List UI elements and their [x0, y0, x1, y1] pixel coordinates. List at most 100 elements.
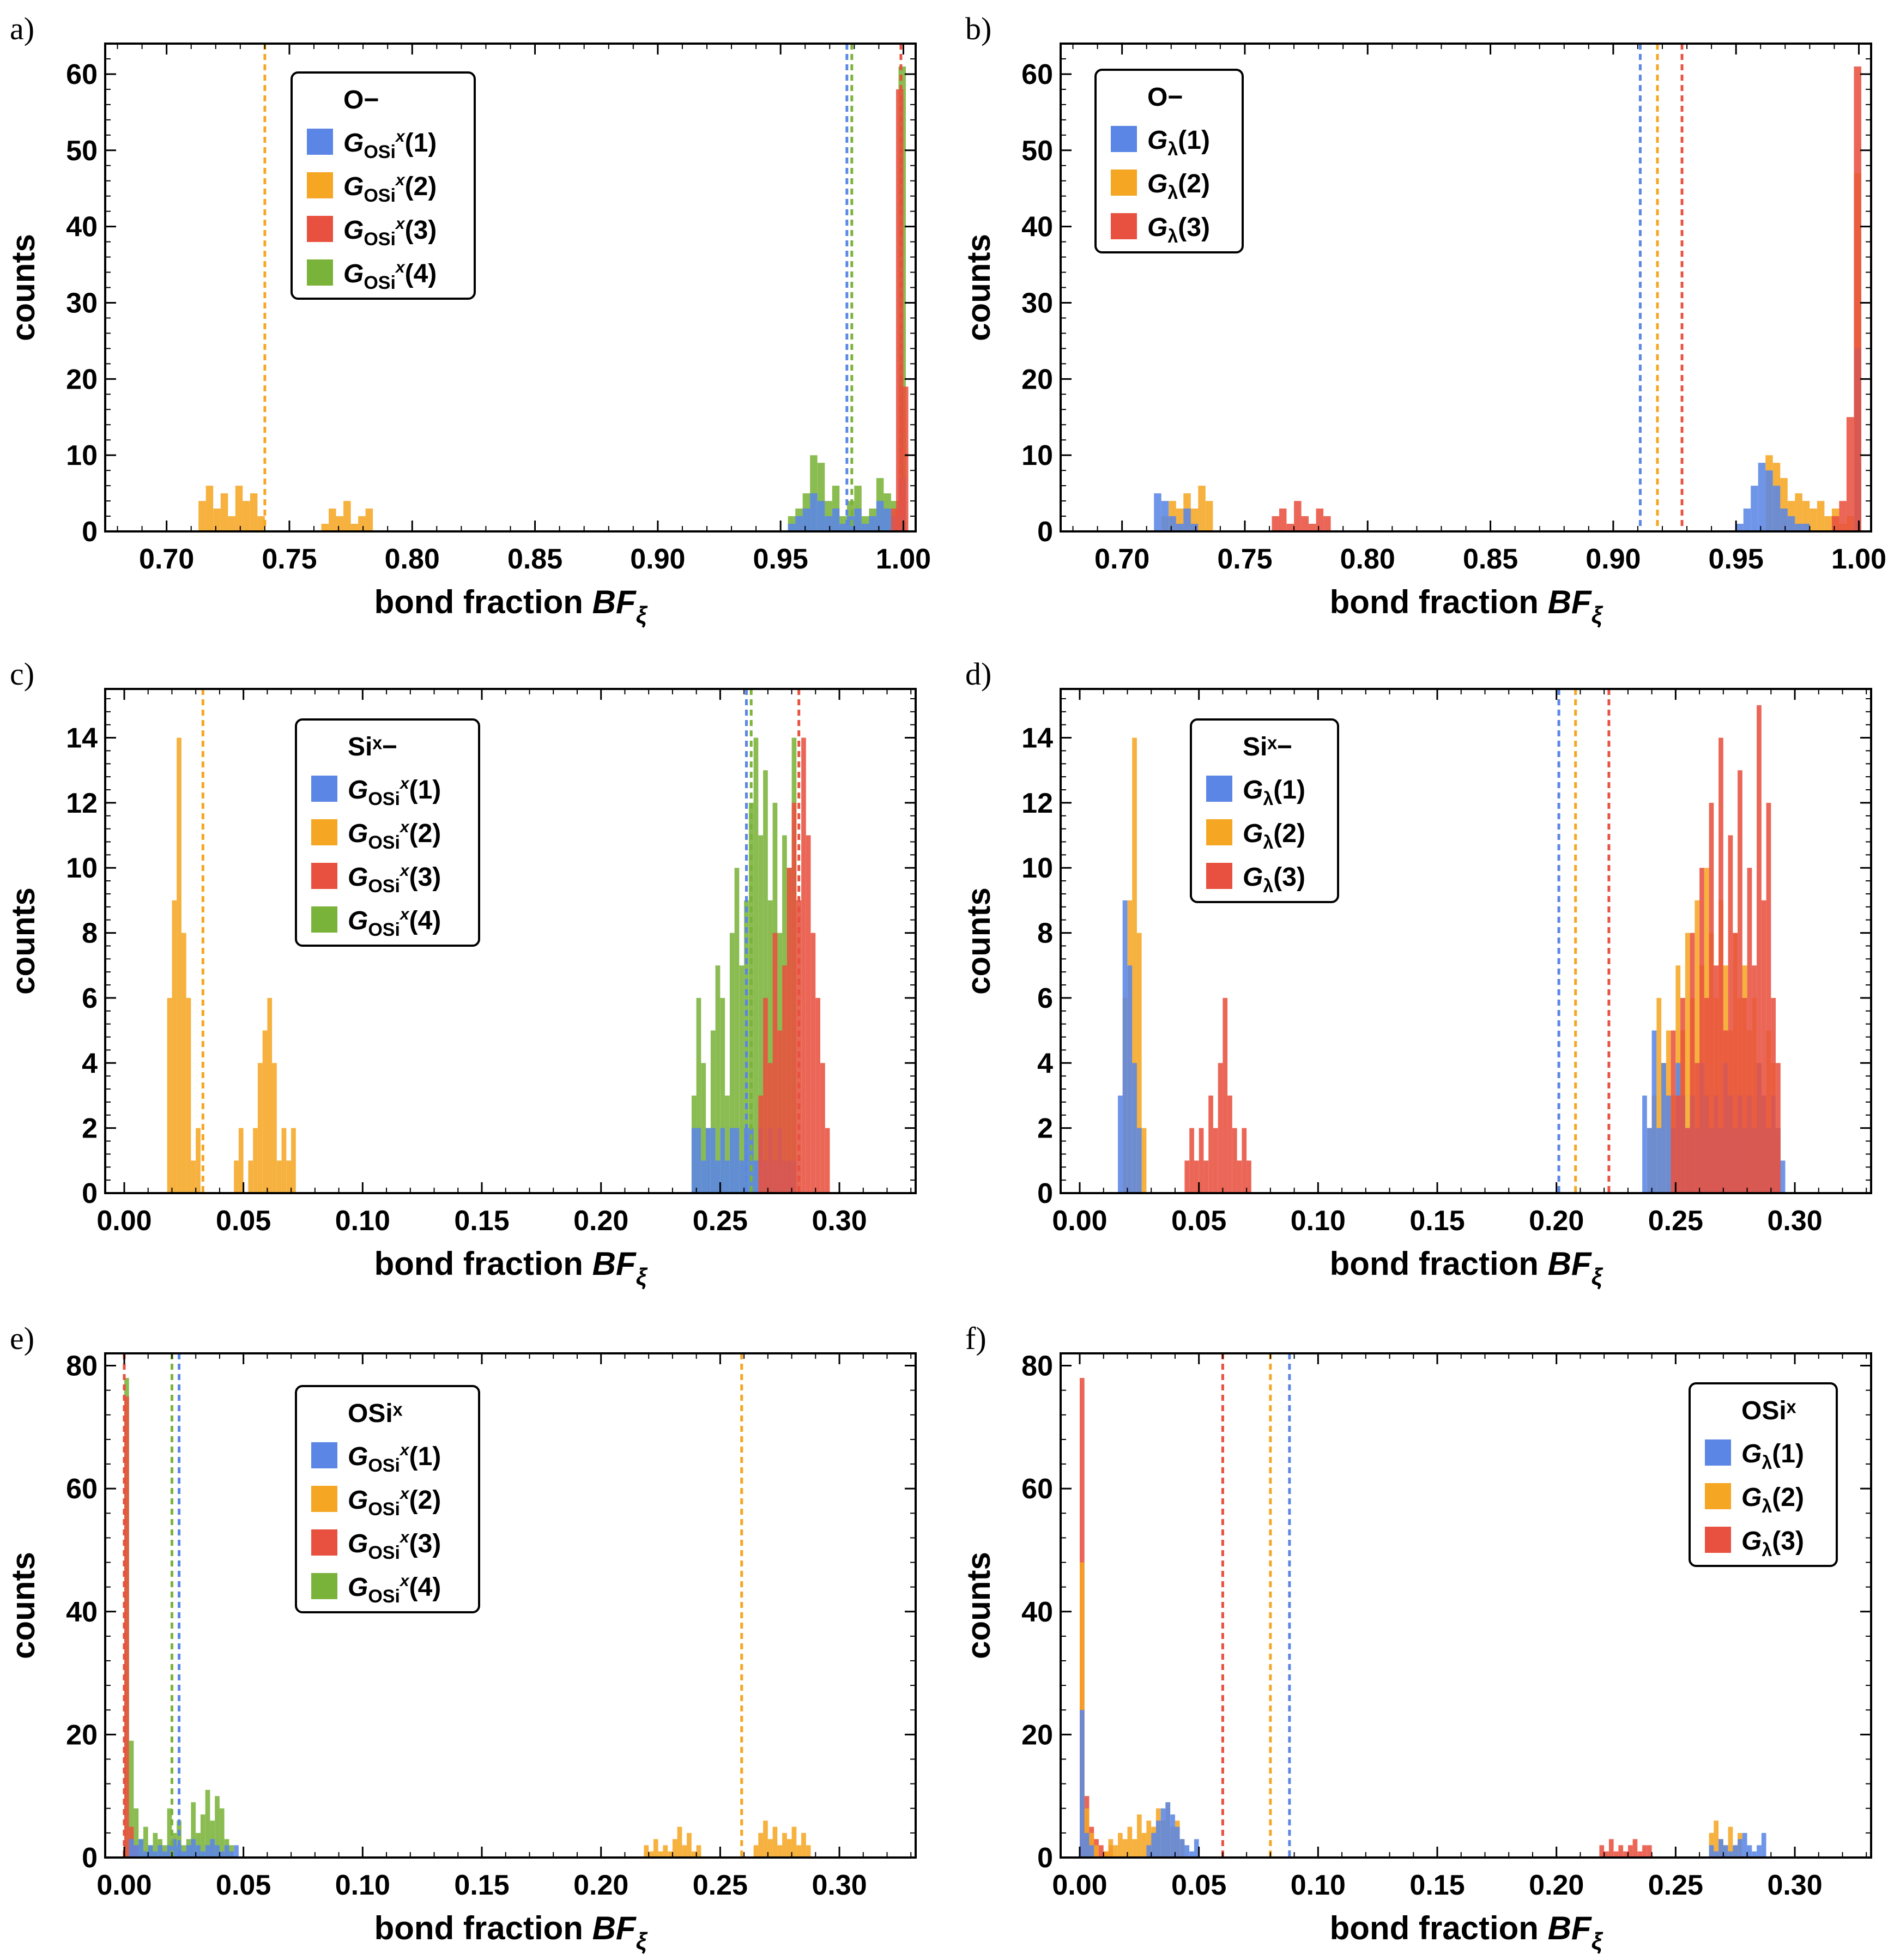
x-tick-label: 0.25: [1648, 1870, 1703, 1901]
histogram-bar-red: [1714, 965, 1718, 1193]
histogram-bar-orange: [777, 1845, 782, 1858]
histogram-bar-orange: [186, 997, 191, 1193]
histogram-bar-red: [1604, 1851, 1609, 1858]
legend-entry-label: GOSix(1): [348, 775, 441, 809]
histogram-bar-red: [1854, 66, 1861, 531]
histogram-bar-red: [1637, 1851, 1643, 1858]
legend-swatch-blue: [311, 1442, 337, 1468]
x-tick-label: 0.30: [1767, 1205, 1822, 1237]
legend-entry-label: GOSix(4): [343, 258, 437, 293]
x-tick-label: 0.05: [1171, 1205, 1226, 1237]
histogram-bar-blue: [215, 1845, 220, 1858]
histogram-bar-red: [1184, 1160, 1190, 1193]
legend-swatch-red: [1705, 1527, 1731, 1553]
histogram-bar-green: [177, 1820, 181, 1858]
histogram-bar-red: [1704, 997, 1709, 1193]
x-tick-label: 0.00: [96, 1205, 152, 1237]
legend-swatch-orange: [1705, 1483, 1731, 1509]
legend-entry-label: GOSix(4): [348, 1572, 441, 1607]
histogram-bar-blue: [802, 509, 810, 531]
x-tick-label: 0.70: [1094, 543, 1149, 575]
histogram-bar-orange: [267, 997, 273, 1193]
histogram-bar-orange: [281, 1128, 287, 1193]
histogram-bar-red: [1675, 1096, 1681, 1193]
histogram-bar-blue: [1165, 1802, 1171, 1858]
histogram-bar-red: [1742, 997, 1747, 1193]
histogram-bar-blue: [1084, 1832, 1090, 1858]
histogram-bar-red: [1685, 1128, 1690, 1193]
x-tick-label: 0.30: [1767, 1870, 1822, 1901]
panel-e: e) 0.00 0.05 0.10 0.15 0.20 0.25 0.30 0 20 40 60 80 b…: [5, 1321, 917, 1955]
histogram-bar-orange: [1094, 1845, 1099, 1858]
y-tick-label: 14: [66, 723, 98, 754]
histogram-bar-blue: [795, 516, 803, 531]
x-tick-label: 0.30: [812, 1870, 867, 1901]
histogram-bar-red: [1208, 1096, 1213, 1193]
histogram-bar-red: [1627, 1845, 1633, 1858]
histogram-bar-blue: [1190, 524, 1199, 531]
histogram-bar-blue: [734, 1128, 740, 1193]
histogram-bar-blue: [1127, 965, 1133, 1193]
y-tick-label: 30: [66, 287, 98, 319]
legend: Siˣ− Gλ(1) Gλ(2) Gλ(3): [1190, 718, 1339, 903]
histogram-bar-red: [1728, 835, 1733, 1193]
legend-entry-label: GOSix(1): [348, 1441, 441, 1476]
histogram-bar-blue: [1787, 516, 1795, 531]
histogram-bar-blue: [158, 1845, 162, 1858]
histogram-bar-orange: [687, 1832, 692, 1858]
y-tick-label: 30: [1021, 287, 1053, 319]
histogram-bar-orange: [668, 1851, 673, 1858]
y-tick-label: 12: [1021, 788, 1053, 819]
histogram-bar-green: [710, 1030, 716, 1193]
histogram-bar-green: [729, 933, 735, 1193]
histogram-bar-blue: [1758, 463, 1766, 531]
histogram-bar-orange: [286, 1160, 292, 1193]
x-tick-label: 0.85: [1463, 543, 1518, 575]
x-tick-label: 0.05: [216, 1205, 271, 1237]
histogram-bar-orange: [350, 524, 359, 531]
histogram-bar-red: [825, 1128, 830, 1193]
histogram-bar-blue: [1709, 1845, 1714, 1858]
histogram-bar-red: [1757, 705, 1762, 1193]
histogram-bar-red: [1599, 1845, 1605, 1858]
histogram-bar-red: [1242, 1128, 1247, 1193]
histogram-bar-orange: [262, 1030, 268, 1193]
histogram-bar-red: [1718, 737, 1723, 1193]
histogram-bar-blue: [1661, 1063, 1666, 1193]
legend-entry-label: GOSix(4): [348, 905, 441, 940]
histogram-bar-blue: [1122, 900, 1128, 1193]
histogram-bar-blue: [1184, 1845, 1190, 1858]
y-tick-label: 10: [1021, 852, 1053, 884]
histogram-bar-blue: [1761, 1832, 1766, 1858]
panel-label: f): [965, 1321, 987, 1356]
histogram-bar-blue: [1656, 1128, 1662, 1193]
y-tick-label: 0: [1037, 1178, 1053, 1209]
legend-swatch-blue: [1705, 1439, 1731, 1466]
plot-frame: [104, 43, 917, 533]
histogram-bar-orange: [753, 1845, 759, 1858]
histogram-bar-green: [767, 900, 773, 1193]
histogram-bar-blue: [691, 1128, 697, 1193]
histogram-bar-blue: [1169, 516, 1176, 531]
histogram-bar-orange: [1137, 1814, 1142, 1858]
histogram-bar-blue: [1736, 524, 1744, 531]
histogram-bar-blue: [1742, 1832, 1747, 1858]
histogram-bar-green: [215, 1796, 220, 1858]
y-tick-label: 2: [1037, 1113, 1053, 1145]
legend-swatch-blue: [311, 776, 337, 802]
x-tick-label: 0.70: [139, 543, 194, 575]
histogram-bar-green: [205, 1789, 210, 1858]
histogram-bar-red: [767, 1063, 773, 1193]
histogram-bar-blue: [720, 1128, 725, 1193]
histogram-bar-blue: [1183, 509, 1191, 531]
histogram-bar-orange: [644, 1845, 649, 1858]
histogram-bar-orange: [1132, 737, 1137, 1193]
histogram-bar-orange: [228, 516, 235, 531]
histogram-bar-orange: [243, 501, 250, 531]
histogram-bar-orange: [196, 1128, 201, 1193]
x-tick-label: 0.75: [1217, 543, 1272, 575]
y-tick-label: 60: [1021, 59, 1053, 90]
y-tick-label: 0: [82, 1842, 98, 1874]
histogram-bar-orange: [250, 493, 258, 531]
